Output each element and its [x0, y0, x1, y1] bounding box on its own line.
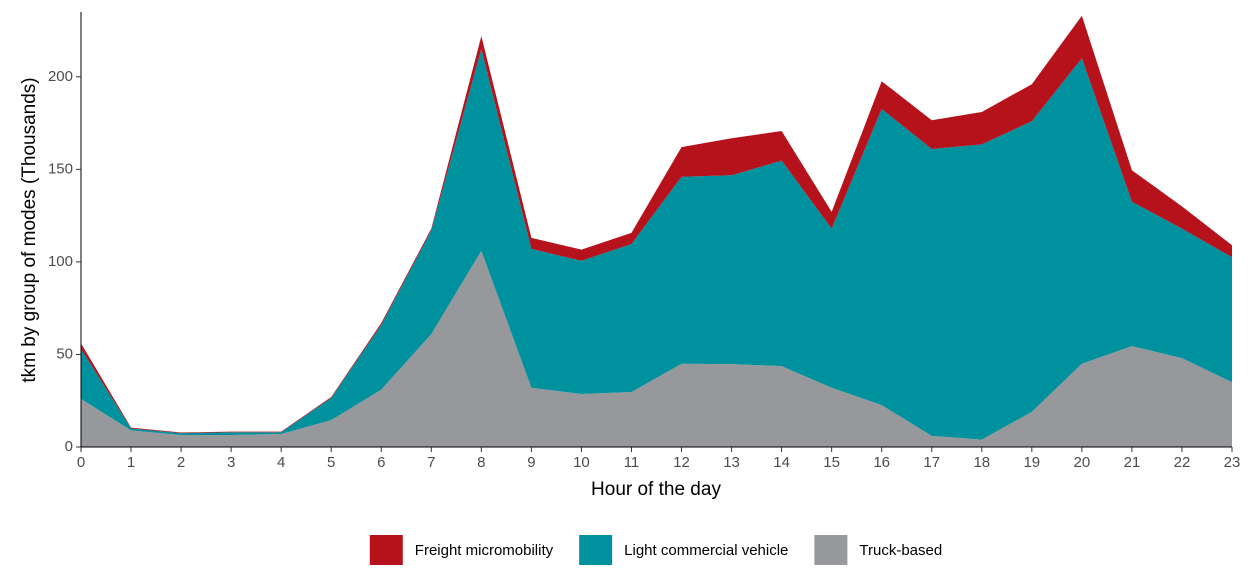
x-tick-label: 20 [1074, 454, 1091, 471]
legend-label: Light commercial vehicle [624, 542, 788, 559]
area [81, 15, 1232, 434]
x-tick-label: 3 [227, 454, 235, 471]
x-tick-label: 1 [127, 454, 135, 471]
x-tick-label: 23 [1224, 454, 1241, 471]
area [81, 250, 1232, 447]
y-tick-label: 150 [48, 160, 73, 177]
y-tick-label: 100 [48, 253, 73, 270]
legend-swatch [369, 535, 403, 565]
x-tick-label: 2 [177, 454, 185, 471]
x-tick-label: 9 [527, 454, 535, 471]
x-tick-label: 17 [923, 454, 940, 471]
x-tick-label: 4 [277, 454, 285, 471]
x-tick-label: 8 [477, 454, 485, 471]
x-tick-label: 14 [773, 454, 790, 471]
x-tick-label: 12 [673, 454, 690, 471]
x-tick-label: 11 [624, 454, 640, 471]
x-tick-label: 21 [1124, 454, 1141, 471]
y-tick-label: 50 [56, 345, 73, 362]
y-tick-label: 0 [65, 438, 73, 455]
x-tick-label: 0 [77, 454, 85, 471]
legend-swatch [814, 535, 848, 565]
x-tick-label: 7 [427, 454, 435, 471]
area [81, 49, 1232, 440]
x-tick-label: 22 [1174, 454, 1191, 471]
y-axis-title: tkm by group of modes (Thousands) [19, 77, 40, 382]
x-tick-label: 13 [723, 454, 740, 471]
x-axis-title: Hour of the day [591, 479, 721, 500]
x-tick-label: 18 [973, 454, 990, 471]
x-tick-label: 15 [823, 454, 840, 471]
legend-label: Truck-based [859, 542, 942, 559]
x-tick-label: 10 [573, 454, 590, 471]
x-tick-label: 19 [1023, 454, 1040, 471]
legend-swatch [579, 535, 613, 565]
x-tick-label: 5 [327, 454, 335, 471]
x-tick-label: 6 [377, 454, 385, 471]
legend-label: Freight micromobility [415, 542, 554, 559]
x-tick-label: 16 [873, 454, 890, 471]
y-tick-label: 200 [48, 68, 73, 85]
